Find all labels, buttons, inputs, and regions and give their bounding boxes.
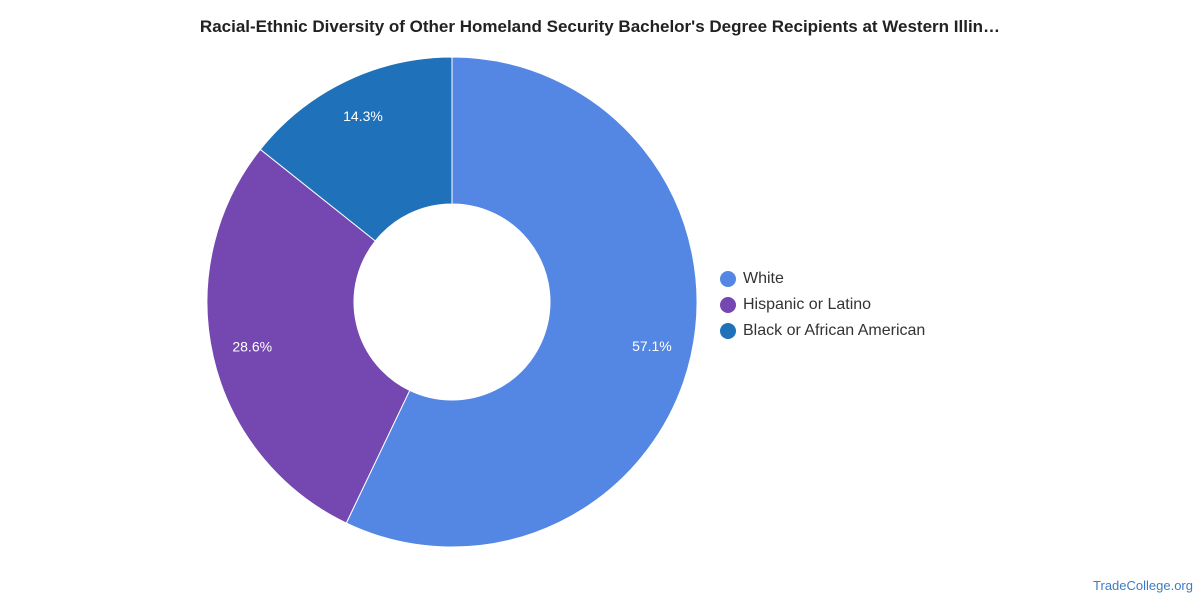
slice-black-or-african-american[interactable]	[259, 56, 453, 242]
legend-label-black-or-african-american: Black or African American	[743, 322, 926, 339]
legend: White Hispanic or Latino Black or Africa…	[720, 266, 925, 344]
legend-swatch-hispanic-or-latino	[720, 297, 736, 313]
slice-white[interactable]	[345, 56, 698, 548]
legend-swatch-white	[720, 271, 736, 287]
slice-hispanic-or-latino[interactable]	[206, 148, 411, 524]
legend-label-white: White	[743, 270, 784, 287]
legend-swatch-black-or-african-american	[720, 323, 736, 339]
chart-title: Racial-Ethnic Diversity of Other Homelan…	[199, 17, 1001, 36]
legend-item-black-or-african-american[interactable]: Black or African American	[720, 318, 925, 344]
slice-labels: 57.1% 28.6% 14.3%	[232, 108, 671, 355]
slices	[206, 56, 698, 548]
slice-label-black-or-african-american: 14.3%	[343, 108, 383, 124]
legend-item-white[interactable]: White	[720, 266, 925, 292]
slice-label-white: 57.1%	[632, 338, 672, 354]
slice-label-hispanic-or-latino: 28.6%	[232, 339, 272, 355]
legend-item-hispanic-or-latino[interactable]: Hispanic or Latino	[720, 292, 925, 318]
source-link[interactable]: TradeCollege.org	[1093, 578, 1193, 593]
legend-label-hispanic-or-latino: Hispanic or Latino	[743, 296, 872, 313]
